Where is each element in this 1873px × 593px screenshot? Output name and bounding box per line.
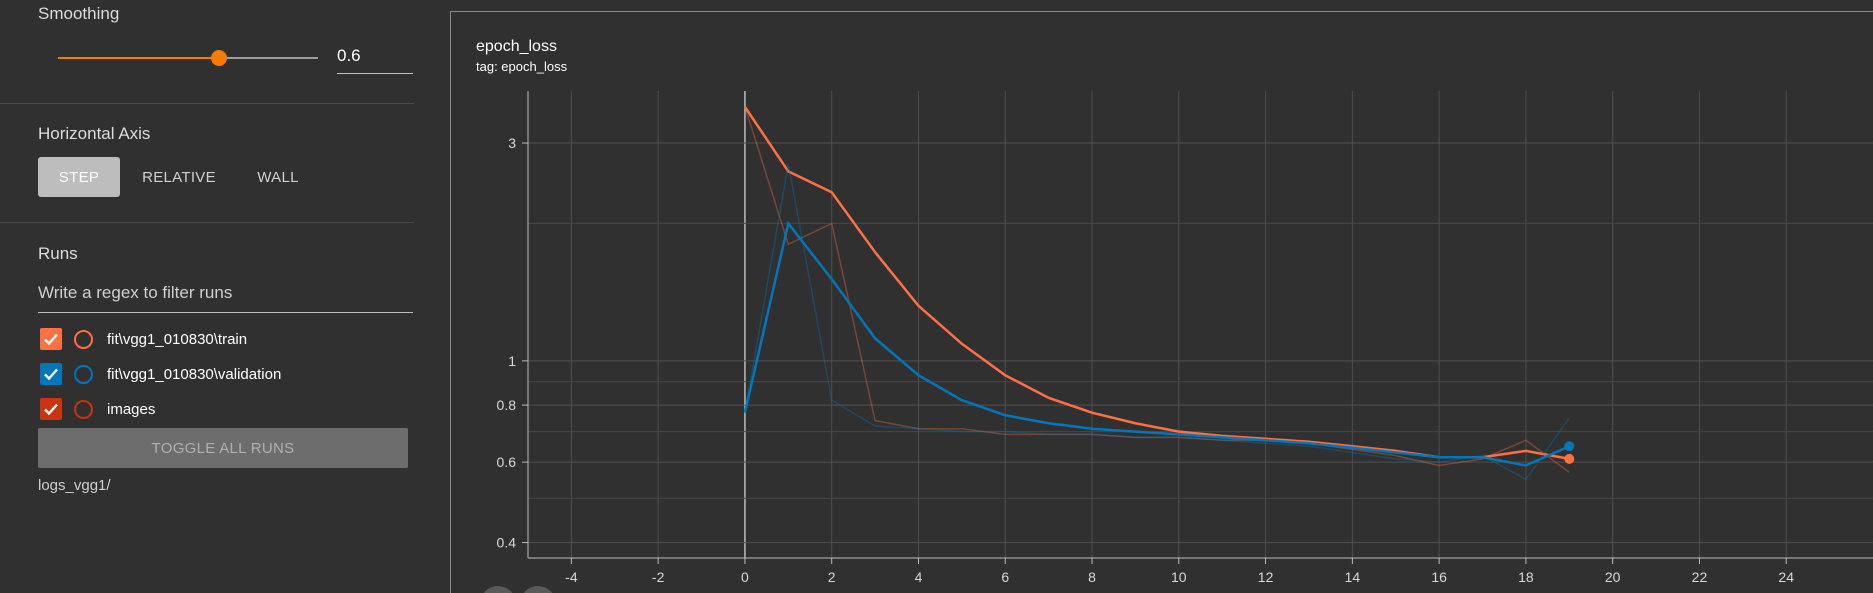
checkbox-icon[interactable] — [40, 398, 62, 420]
run-label: fit\vgg1_010830\train — [107, 330, 248, 348]
x-tick-label: 14 — [1345, 569, 1361, 585]
horizontal-axis-title: Horizontal Axis — [38, 124, 151, 143]
checkbox-icon[interactable] — [40, 328, 62, 350]
run-color-circle-icon[interactable] — [74, 399, 93, 419]
x-tick-label: 4 — [915, 569, 923, 585]
series-end-point-1 — [1564, 441, 1575, 452]
smoothing-slider-thumb[interactable] — [211, 50, 228, 66]
scalar-card — [450, 11, 1873, 593]
run-item-images[interactable]: images — [40, 396, 155, 422]
x-tick-label: 20 — [1605, 569, 1621, 585]
run-item-train[interactable]: fit\vgg1_010830\train — [40, 326, 247, 352]
smoothing-slider[interactable] — [58, 50, 318, 66]
x-tick-label: -2 — [652, 569, 665, 585]
axis-step-button[interactable]: STEP — [38, 157, 120, 197]
x-tick-label: -4 — [565, 569, 578, 585]
x-tick-label: 10 — [1171, 569, 1187, 585]
smoothing-value-input[interactable]: 0.6 — [337, 44, 413, 74]
log-scale-button[interactable] — [520, 586, 556, 593]
logdir-label: logs_vgg1/ — [38, 477, 111, 494]
y-tick-label: 0.6 — [497, 454, 517, 470]
series-raw-line-0 — [744, 106, 1570, 473]
run-item-validation[interactable]: fit\vgg1_010830\validation — [40, 361, 281, 387]
x-tick-label: 18 — [1518, 569, 1534, 585]
toggle-all-runs-button[interactable]: TOGGLE ALL RUNS — [38, 428, 408, 468]
run-color-circle-icon[interactable] — [74, 364, 93, 384]
loss-chart[interactable]: -4 -2 0 2 4 6 8 10 12 14 16 18 20 22 240.40.60.813 — [450, 80, 1873, 593]
fullscreen-button[interactable] — [480, 586, 516, 593]
run-label: images — [107, 400, 156, 418]
x-tick-label: 24 — [1778, 569, 1794, 585]
runs-title: Runs — [38, 244, 78, 263]
smoothing-title: Smoothing — [38, 4, 120, 23]
x-tick-label: 0 — [741, 569, 749, 585]
x-tick-label: 12 — [1258, 569, 1274, 585]
y-tick-label: 0.8 — [497, 397, 517, 413]
x-tick-label: 16 — [1431, 569, 1447, 585]
divider — [0, 103, 414, 104]
card-tag: tag: epoch_loss — [476, 59, 568, 74]
series-end-point-0 — [1564, 453, 1575, 464]
checkbox-icon[interactable] — [40, 363, 62, 385]
x-tick-label: 8 — [1088, 569, 1096, 585]
series-smoothed-line-1 — [743, 220, 1570, 467]
y-tick-label: 3 — [508, 135, 516, 151]
card-title: epoch_loss — [476, 38, 557, 55]
axis-wall-button[interactable]: WALL — [257, 168, 299, 186]
divider — [0, 222, 414, 223]
run-color-circle-icon[interactable] — [74, 329, 93, 349]
x-tick-label: 22 — [1692, 569, 1708, 585]
series-raw-line-1 — [744, 163, 1570, 481]
smoothing-slider-fill — [58, 57, 220, 59]
sidebar: Smoothing 0.6 Horizontal Axis STEP RELAT… — [0, 0, 414, 593]
y-tick-label: 0.4 — [497, 535, 517, 551]
axis-relative-button[interactable]: RELATIVE — [142, 168, 216, 186]
x-tick-label: 6 — [1001, 569, 1009, 585]
series-smoothed-line-0 — [743, 106, 1570, 461]
run-label: fit\vgg1_010830\validation — [107, 365, 282, 383]
y-tick-label: 1 — [508, 353, 516, 369]
x-tick-label: 2 — [828, 569, 836, 585]
run-filter-input[interactable]: Write a regex to filter runs — [38, 283, 413, 313]
